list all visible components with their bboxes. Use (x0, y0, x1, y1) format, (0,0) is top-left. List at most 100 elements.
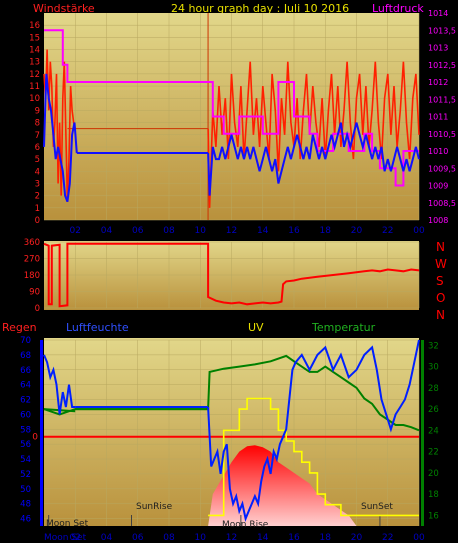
climate-x-tick-label: 18 (320, 533, 332, 543)
temperature-y-tick-label: 20 (428, 469, 439, 479)
pressure-y-tick-label: 1013 (428, 44, 448, 53)
wind-title: Windstärke (33, 2, 95, 15)
climate-x-tick-label: 00 (413, 533, 425, 543)
sunset-label: SunSet (361, 502, 393, 512)
humidity-y-tick-label: 46 (20, 515, 31, 525)
temperature-y-tick-label: 28 (428, 384, 439, 394)
temperature-axis-bar (421, 340, 424, 526)
humidity-y-tick-label: 64 (20, 381, 31, 391)
pressure-y-tick-label: 1010 (428, 147, 448, 156)
wind-x-tick-label: 00 (413, 226, 425, 236)
humidity-line-night (43, 354, 76, 415)
wind-y-tick-label: 3 (35, 179, 40, 189)
wind-y-tick-label: 9 (35, 106, 40, 116)
climate-x-tick-label: 08 (163, 533, 175, 543)
pressure-y-tick-label: 1010,5 (428, 130, 456, 139)
climate-x-tick-label: 16 (288, 533, 300, 543)
wind-x-tick-label: 10 (195, 226, 207, 236)
humidity-y-tick-label: 70 (20, 336, 31, 346)
humidity-axis-bar (40, 340, 43, 526)
graph-title: 24 hour graph day : Juli 10 2016 (171, 2, 349, 15)
pressure-y-tick-label: 1008 (428, 216, 448, 225)
humidity-y-tick-label: 54 (20, 455, 31, 465)
wind-x-tick-label: 18 (320, 226, 332, 236)
moon-set-axis-label: Moon Set (44, 533, 87, 543)
rain-zero-label: 0 (32, 433, 38, 443)
uv-line (208, 397, 419, 517)
climate-x-tick-label: 20 (351, 533, 363, 543)
wind-average-line-night (43, 73, 78, 203)
wind-y-tick-label: 16 (29, 21, 40, 31)
wind-average-line-day (207, 122, 420, 196)
direction-y-tick-label: 360 (24, 238, 40, 248)
pressure-y-tick-label: 1009,5 (428, 164, 456, 173)
compass-n-top: N (436, 240, 445, 254)
humidity-y-tick-label: 50 (20, 485, 31, 495)
climate-x-tick-label: 12 (226, 533, 237, 543)
pressure-y-tick-label: 1013,5 (428, 26, 456, 35)
humidity-y-tick-label: 56 (20, 440, 31, 450)
wind-x-tick-label: 06 (132, 226, 144, 236)
humidity-line-day (207, 339, 420, 522)
humidity-y-tick-label: 62 (20, 396, 31, 406)
wind-x-tick-label: 22 (382, 226, 393, 236)
wind-y-tick-label: 12 (29, 70, 40, 80)
humidity-title: Luftfeuchte (66, 321, 129, 334)
climate-x-tick-label: 22 (382, 533, 393, 543)
climate-x-tick-label: 10 (195, 533, 207, 543)
pressure-title: Luftdruck (372, 2, 424, 15)
compass-n-bottom: N (436, 308, 445, 322)
wind-y-tick-label: 6 (35, 143, 40, 153)
direction-y-tick-label: 0 (35, 304, 40, 314)
wind-y-tick-label: 1 (35, 204, 40, 214)
pressure-y-tick-label: 1012 (428, 78, 448, 87)
wind-y-tick-label: 4 (35, 167, 40, 177)
pressure-y-tick-label: 1011 (428, 113, 448, 122)
wind-x-tick-label: 02 (70, 226, 81, 236)
wind-x-tick-label: 16 (288, 226, 300, 236)
wind-x-tick-label: 20 (351, 226, 363, 236)
humidity-y-tick-label: 66 (20, 366, 31, 376)
humidity-y-tick-label: 48 (20, 500, 31, 510)
temperature-y-tick-label: 18 (428, 490, 439, 500)
humidity-y-tick-label: 68 (20, 351, 31, 361)
wind-y-tick-label: 0 (35, 216, 40, 226)
temperature-y-tick-label: 22 (428, 448, 439, 458)
compass-w: W (435, 257, 447, 271)
wind-y-tick-label: 5 (35, 155, 40, 165)
solar-area (208, 445, 357, 526)
wind-y-tick-label: 10 (29, 94, 40, 104)
humidity-y-tick-label: 52 (20, 470, 31, 480)
direction-y-tick-label: 270 (24, 255, 40, 265)
sunrise-label: SunRise (136, 502, 173, 512)
wind-y-tick-label: 8 (35, 119, 40, 129)
temperature-y-tick-label: 26 (428, 405, 439, 415)
pressure-y-tick-label: 1011,5 (428, 95, 456, 104)
climate-x-tick-label: 14 (257, 533, 269, 543)
climate-x-tick-label: 02 (70, 533, 81, 543)
moon-rise-label: Moon Rise (222, 520, 269, 530)
climate-x-tick-label: 06 (132, 533, 144, 543)
pressure-y-tick-label: 1014 (428, 9, 448, 18)
temperature-y-tick-label: 30 (428, 363, 439, 373)
wind-y-tick-label: 7 (35, 131, 40, 141)
wind-y-tick-label: 15 (29, 33, 40, 43)
wind-x-tick-label: 04 (101, 226, 113, 236)
compass-s: S (436, 274, 444, 288)
moon-set-label: Moon Set (46, 519, 89, 529)
wind-y-tick-label: 11 (29, 82, 40, 92)
uv-title: UV (248, 321, 264, 334)
pressure-y-tick-label: 1008,5 (428, 199, 456, 208)
temperature-y-tick-label: 32 (428, 341, 439, 351)
wind-y-tick-label: 2 (35, 192, 40, 202)
wind-x-tick-label: 08 (163, 226, 175, 236)
temperature-y-tick-label: 24 (428, 426, 439, 436)
temperature-title: Temperatur (311, 321, 376, 334)
humidity-y-tick-label: 58 (20, 425, 31, 435)
direction-line (43, 242, 420, 308)
temperature-line (43, 354, 420, 432)
wind-x-tick-label: 14 (257, 226, 269, 236)
direction-y-tick-label: 90 (29, 288, 40, 298)
